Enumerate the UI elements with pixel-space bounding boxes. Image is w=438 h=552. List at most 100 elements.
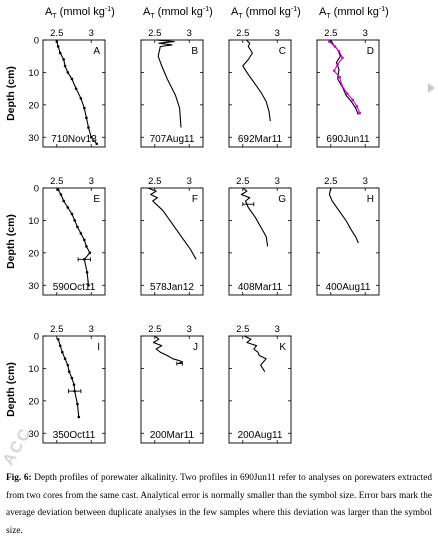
plot-frame bbox=[228, 187, 292, 296]
plot-frame bbox=[228, 335, 292, 444]
panel-H: 2.5 3 H 400Aug11 bbox=[316, 176, 380, 296]
data-point bbox=[87, 283, 90, 287]
y-tick-label: 30 bbox=[28, 429, 39, 440]
plot-frame bbox=[228, 39, 292, 148]
x-tick-label: 2.5 bbox=[236, 28, 249, 39]
x-tick-label: 3 bbox=[89, 324, 94, 335]
station-label: 578Jan12 bbox=[150, 282, 194, 293]
y-axis-title-2: Depth (cm) bbox=[5, 362, 17, 417]
data-point bbox=[55, 40, 59, 43]
panel-letter: E bbox=[93, 194, 100, 205]
data-point bbox=[56, 337, 60, 341]
x-tick-label: 2.5 bbox=[236, 324, 249, 335]
data-point bbox=[73, 219, 76, 222]
x-tick-label: 2.5 bbox=[324, 176, 337, 187]
y-tick-label: 0 bbox=[34, 184, 39, 195]
station-label: 200Mar11 bbox=[150, 430, 195, 441]
x-axis-title-2: AT (mmol kg-1) bbox=[231, 6, 301, 20]
x-tick-label: 3 bbox=[275, 28, 280, 39]
series-line-0 bbox=[330, 39, 359, 115]
panel-D: 2.5 3 D 690Jun11 bbox=[316, 28, 380, 148]
plot-frame bbox=[316, 39, 380, 148]
series-line-0 bbox=[242, 39, 271, 122]
data-point bbox=[72, 383, 76, 386]
data-point bbox=[70, 77, 74, 81]
data-point bbox=[332, 69, 336, 73]
data-point bbox=[88, 251, 92, 255]
x-axis-title-1: AT (mmol kg-1) bbox=[143, 6, 213, 20]
y-axis-title-0: Depth (cm) bbox=[5, 66, 17, 121]
station-label: 690Jun11 bbox=[326, 134, 370, 145]
series-line-1 bbox=[329, 41, 361, 114]
station-label: 590Oct11 bbox=[53, 282, 96, 293]
data-point bbox=[79, 232, 83, 235]
x-axis-title-3: AT (mmol kg-1) bbox=[319, 6, 389, 20]
data-point bbox=[333, 45, 337, 48]
plot-frame bbox=[140, 335, 204, 444]
panel-J: 2.5 3J 200Mar11 bbox=[140, 324, 204, 444]
data-point bbox=[85, 245, 88, 248]
y-tick-label: 0 bbox=[34, 36, 39, 47]
x-tick-label: 3 bbox=[187, 28, 192, 39]
plot-frame bbox=[140, 187, 204, 296]
x-tick-label: 3 bbox=[89, 28, 94, 39]
station-label: 710Nov13 bbox=[51, 134, 97, 145]
data-point bbox=[62, 58, 65, 61]
station-label: 707Aug11 bbox=[150, 134, 195, 145]
y-tick-label: 20 bbox=[28, 396, 39, 407]
data-point bbox=[351, 98, 355, 102]
y-tick-label: 10 bbox=[28, 364, 39, 375]
y-tick-label: 30 bbox=[28, 281, 39, 292]
station-label: 400Aug11 bbox=[326, 282, 371, 293]
series-line-0 bbox=[57, 189, 91, 286]
data-point bbox=[62, 199, 65, 203]
x-tick-label: 3 bbox=[363, 176, 368, 187]
x-tick-label: 2.5 bbox=[50, 176, 63, 187]
series-line-0 bbox=[147, 187, 197, 260]
data-point bbox=[56, 188, 60, 191]
series-line-0 bbox=[56, 41, 98, 145]
data-point bbox=[63, 64, 67, 68]
station-label: 350Oct11 bbox=[53, 430, 96, 441]
y-tick-label: 10 bbox=[28, 68, 39, 79]
series-line-0 bbox=[240, 187, 269, 247]
panel-F: 2.5 3F 578Jan12 bbox=[140, 176, 204, 296]
data-point bbox=[83, 106, 86, 110]
x-tick-label: 3 bbox=[363, 28, 368, 39]
data-point bbox=[66, 363, 70, 367]
x-tick-label: 3 bbox=[187, 324, 192, 335]
data-point bbox=[338, 75, 342, 79]
data-point bbox=[66, 206, 70, 209]
station-label: 200Aug11 bbox=[238, 430, 283, 441]
data-point bbox=[74, 87, 78, 90]
panel-letter: F bbox=[192, 194, 198, 205]
data-point bbox=[63, 357, 67, 360]
data-point bbox=[85, 116, 88, 120]
x-tick-label: 2.5 bbox=[148, 176, 161, 187]
plot-frame bbox=[140, 39, 204, 148]
data-point bbox=[87, 126, 90, 129]
data-point bbox=[70, 212, 74, 216]
data-point bbox=[83, 238, 86, 242]
data-point bbox=[76, 402, 79, 406]
y-tick-label: 10 bbox=[28, 216, 39, 227]
x-tick-label: 2.5 bbox=[236, 176, 249, 187]
panel-K: 2.5 3 K 200Aug11 bbox=[228, 324, 292, 444]
panel-letter: D bbox=[367, 46, 374, 57]
x-tick-label: 2.5 bbox=[148, 324, 161, 335]
plot-frame bbox=[316, 187, 380, 296]
x-tick-label: 3 bbox=[275, 176, 280, 187]
page-nav-arrow-icon[interactable] bbox=[428, 83, 435, 93]
data-point bbox=[77, 415, 81, 419]
panel-letter: B bbox=[191, 46, 198, 57]
data-point bbox=[79, 97, 83, 100]
data-point bbox=[340, 84, 344, 87]
data-point bbox=[56, 45, 60, 48]
panel-letter: H bbox=[367, 194, 374, 205]
panel-letter: J bbox=[193, 342, 198, 353]
y-axis-title-1: Depth (cm) bbox=[5, 214, 17, 269]
y-tick-label: 20 bbox=[28, 100, 39, 111]
